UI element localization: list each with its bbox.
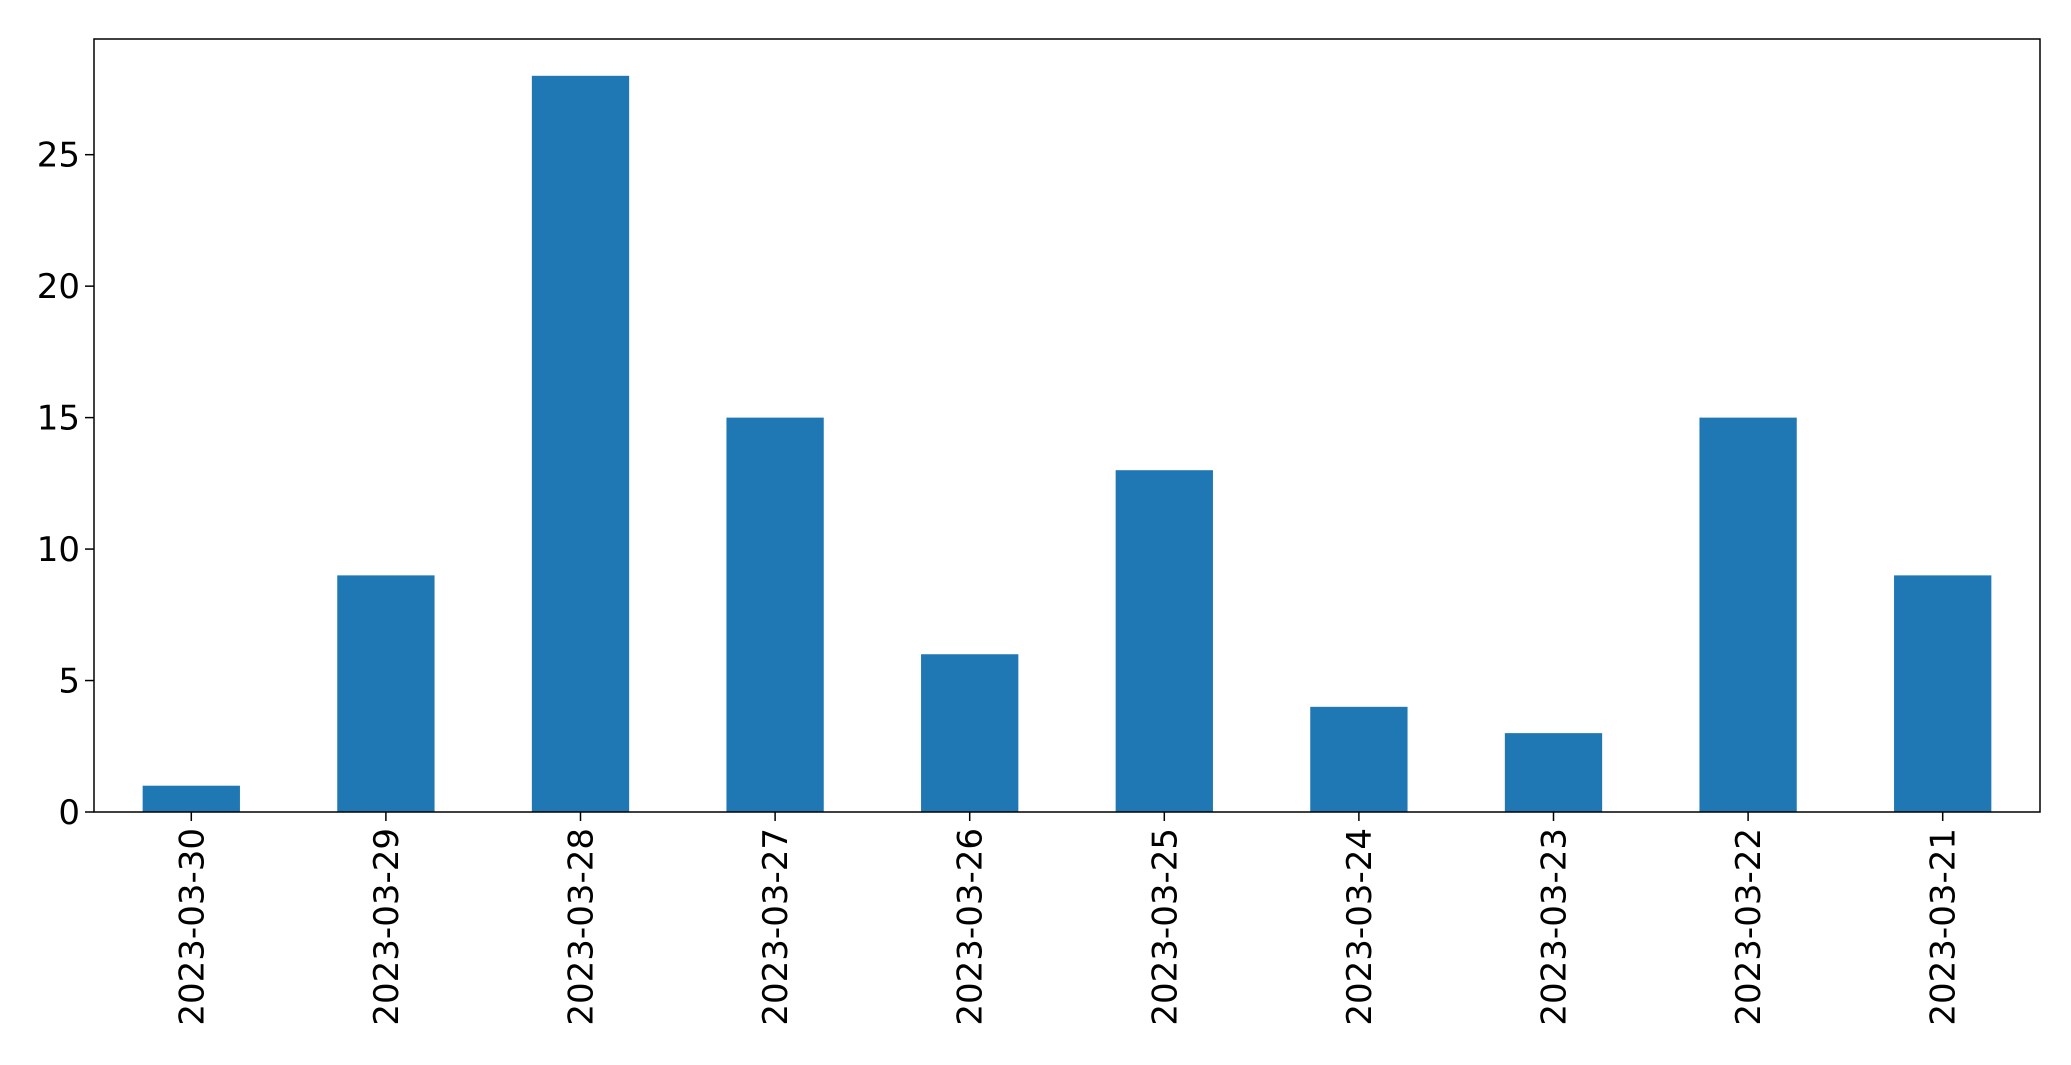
x-tick-label: 2023-03-21	[1924, 828, 1964, 1026]
bar-2023-03-22	[1699, 417, 1797, 812]
x-tick-label: 2023-03-25	[1145, 828, 1185, 1026]
x-tick-label: 2023-03-27	[756, 828, 796, 1026]
y-tick-label: 20	[37, 267, 80, 307]
bar-2023-03-25	[1115, 470, 1213, 812]
y-axis: 0 5 10 15 20 25	[37, 136, 94, 833]
x-tick-label: 2023-03-22	[1729, 828, 1769, 1026]
y-tick-label: 0	[58, 793, 80, 833]
x-tick-label: 2023-03-28	[562, 828, 602, 1026]
x-tick-label: 2023-03-24	[1340, 828, 1380, 1026]
bar-2023-03-28	[531, 75, 630, 813]
bar-2023-03-26	[921, 654, 1019, 812]
x-tick-label: 2023-03-29	[367, 828, 407, 1026]
bar-2023-03-29	[337, 575, 435, 812]
bar-2023-03-27	[726, 417, 824, 812]
x-tick-label: 2023-03-30	[172, 828, 212, 1026]
x-axis: 2023-03-30 2023-03-29 2023-03-28 2023-03-27…	[172, 812, 1964, 1026]
plot-frame	[93, 38, 2041, 813]
bar-2023-03-24	[1310, 706, 1408, 812]
bar-2023-03-21	[1894, 575, 1992, 812]
y-tick-label: 5	[58, 662, 80, 702]
x-tick-label: 2023-03-26	[951, 828, 991, 1026]
y-tick-label: 25	[37, 136, 80, 176]
bars-layer	[142, 75, 1992, 813]
x-tick-label: 2023-03-23	[1535, 828, 1575, 1026]
bar-2023-03-23	[1504, 733, 1603, 812]
y-tick-label: 15	[37, 399, 80, 439]
bar-2023-03-30	[142, 785, 240, 812]
y-tick-label: 10	[37, 530, 80, 570]
